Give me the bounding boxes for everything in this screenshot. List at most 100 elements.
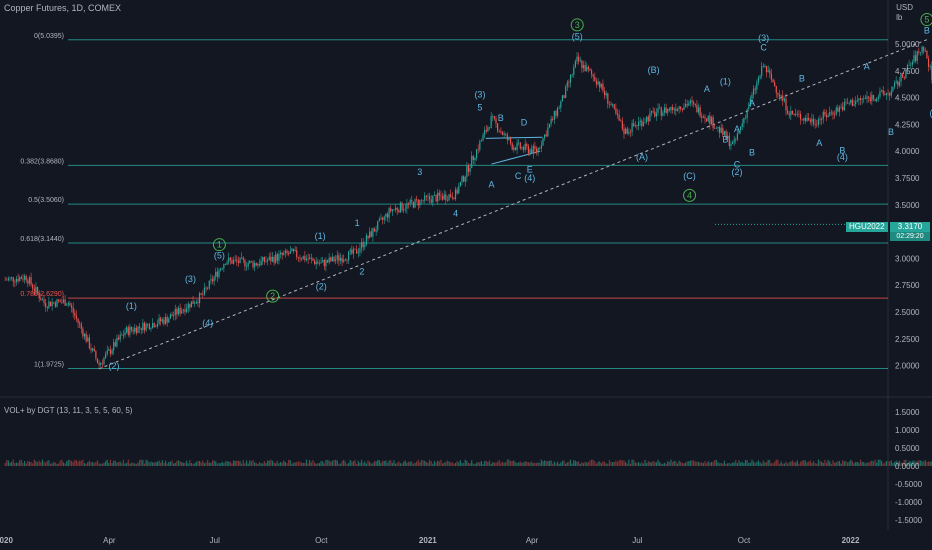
volume-bar	[53, 461, 55, 466]
candle-body	[633, 123, 635, 127]
time-tick-label: Jul	[632, 536, 642, 545]
volume-bar	[712, 461, 714, 466]
candle-body	[566, 82, 568, 87]
candle-body	[479, 141, 481, 150]
volume-bar	[419, 462, 421, 466]
candle-body	[804, 118, 807, 121]
volume-bar	[268, 460, 270, 466]
volume-bar	[85, 463, 87, 466]
candle-body	[736, 133, 738, 140]
volume-bar	[736, 463, 738, 466]
candle-body	[416, 199, 418, 200]
wave-label: 5	[477, 102, 482, 112]
candle-body	[194, 303, 196, 304]
candle-body	[868, 96, 870, 98]
fib-level-label: 0.618(3.1440)	[20, 236, 64, 243]
candle-body	[859, 98, 862, 100]
candle-body	[874, 99, 876, 101]
candle-body	[916, 51, 918, 62]
volume-bar	[25, 463, 27, 466]
candle-body	[501, 131, 504, 135]
candle-body	[145, 324, 147, 331]
volume-bar	[299, 461, 301, 466]
volume-bar	[113, 460, 115, 466]
candle-body	[119, 334, 121, 340]
volume-bar	[220, 463, 222, 466]
candle-body	[485, 130, 487, 132]
volume-bar	[338, 463, 340, 466]
candle-body	[506, 134, 508, 140]
volume-bar	[17, 462, 19, 466]
volume-bar	[83, 463, 86, 466]
volume-bar	[365, 463, 368, 466]
candle-body	[59, 300, 61, 303]
candle-body	[919, 52, 922, 53]
candle-body	[480, 140, 483, 142]
volume-bar	[208, 462, 210, 466]
volume-bar	[858, 462, 860, 466]
candle-body	[370, 231, 372, 237]
volume-bar	[398, 461, 400, 466]
axis-currency: USD	[896, 3, 913, 12]
candle-body	[83, 333, 86, 337]
candle-body	[751, 94, 753, 99]
volume-bar	[650, 462, 653, 466]
volume-bar	[592, 459, 594, 466]
candle-body	[861, 99, 863, 100]
volume-bar	[276, 460, 278, 466]
volume-bar	[250, 461, 252, 466]
candle-body	[880, 90, 883, 92]
candle-body	[320, 262, 322, 264]
volume-bar	[799, 461, 802, 466]
candle-body	[153, 323, 155, 328]
volume-bar	[341, 461, 343, 466]
candle-body	[846, 102, 849, 104]
volume-bar	[733, 462, 735, 466]
candle-body	[552, 118, 554, 120]
volume-bar	[819, 460, 821, 466]
candle-body	[343, 259, 345, 262]
volume-bar	[106, 459, 108, 466]
volume-bar	[244, 463, 246, 466]
volume-bar	[307, 463, 309, 466]
volume-bar	[885, 460, 888, 466]
volume-tick-label: -1.5000	[895, 516, 923, 525]
candle-body	[177, 307, 180, 315]
candle-body	[15, 278, 18, 282]
volume-bar	[916, 461, 918, 466]
candle-body	[9, 277, 11, 279]
candle-body	[208, 280, 210, 289]
volume-bar	[555, 463, 557, 466]
candle-body	[673, 108, 675, 110]
candle-body	[301, 258, 303, 260]
indicator-label[interactable]: VOL+ by DGT (13, 11, 3, 5, 5, 60, 5)	[4, 406, 133, 415]
candle-body	[391, 209, 393, 212]
wave-label: 2	[270, 291, 275, 301]
candle-body	[284, 250, 287, 254]
volume-bar	[681, 462, 683, 466]
volume-bar	[597, 461, 599, 466]
candle-body	[667, 108, 669, 113]
volume-bar	[93, 463, 95, 466]
volume-bar	[727, 463, 729, 466]
candle-body	[524, 143, 526, 150]
volume-bar	[610, 462, 612, 466]
volume-bar	[714, 459, 716, 466]
volume-bar	[731, 462, 734, 466]
volume-bar	[375, 461, 377, 466]
fibonacci-levels: 0(5.0395) 0.382(3.8680) 0.5(3.5060) 0.618(3…	[20, 33, 888, 370]
candle-body	[723, 131, 726, 135]
volume-bar	[309, 460, 311, 466]
candle-body	[382, 217, 384, 220]
candle-body	[892, 86, 894, 91]
candle-body	[40, 298, 42, 301]
candle-body	[579, 60, 581, 62]
volume-bar	[416, 461, 418, 466]
wave-label: A	[489, 180, 495, 190]
volume-bar	[477, 461, 479, 466]
volume-bar	[513, 460, 515, 466]
volume-bar	[921, 461, 923, 466]
volume-bar	[69, 459, 71, 466]
price-tick-label: 2.2500	[895, 335, 920, 344]
